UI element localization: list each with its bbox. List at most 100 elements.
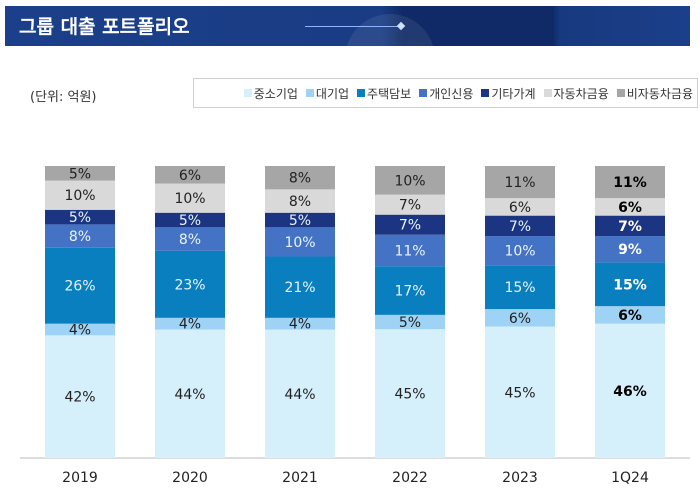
bar-segment bbox=[485, 198, 555, 216]
data-label: 6% bbox=[509, 311, 531, 327]
bar-segment bbox=[375, 314, 445, 330]
legend-label: 중소기업 bbox=[253, 86, 298, 101]
bar-segment bbox=[45, 180, 115, 210]
bar-segment bbox=[595, 236, 665, 263]
legend-swatch bbox=[419, 89, 428, 97]
data-label: 7% bbox=[618, 219, 642, 235]
bar-segment bbox=[595, 198, 665, 216]
data-label: 10% bbox=[504, 244, 535, 260]
data-label: 5% bbox=[69, 210, 91, 226]
data-label: 17% bbox=[394, 284, 425, 300]
bar-segment bbox=[265, 329, 335, 458]
legend-label: 개인신용 bbox=[429, 86, 474, 101]
data-label: 6% bbox=[179, 168, 201, 184]
bar-segment bbox=[265, 189, 335, 213]
bar-segment bbox=[45, 166, 115, 181]
legend-swatch bbox=[243, 89, 252, 97]
data-label: 10% bbox=[64, 188, 95, 204]
bar-segment bbox=[595, 166, 665, 199]
data-label: 45% bbox=[504, 385, 535, 401]
legend-swatch bbox=[543, 89, 552, 97]
bar-segment bbox=[45, 224, 115, 248]
legend-swatch bbox=[481, 89, 490, 97]
data-label: 7% bbox=[399, 198, 421, 214]
data-label: 5% bbox=[179, 213, 201, 229]
legend-label: 자동차금융 bbox=[553, 86, 609, 101]
bar-segment bbox=[265, 212, 335, 228]
legend-item: 중소기업 bbox=[243, 85, 298, 102]
bar-segment bbox=[595, 323, 665, 458]
bar-segment bbox=[155, 166, 225, 184]
data-label: 4% bbox=[69, 323, 91, 339]
data-label: 6% bbox=[618, 308, 642, 324]
data-label: 8% bbox=[69, 229, 91, 245]
bar-segment bbox=[45, 323, 115, 336]
bar-segment bbox=[265, 166, 335, 190]
legend-item: 개인신용 bbox=[419, 85, 473, 102]
bar-segment bbox=[155, 317, 225, 330]
bar-segment bbox=[45, 335, 115, 458]
x-tick-label: 2022 bbox=[392, 470, 428, 486]
data-label: 4% bbox=[179, 317, 201, 333]
x-tick-label: 2019 bbox=[62, 470, 98, 486]
bar-segment bbox=[45, 247, 115, 324]
bar-segment bbox=[265, 256, 335, 318]
data-label: 44% bbox=[174, 387, 205, 403]
legend-swatch bbox=[616, 89, 625, 97]
x-tick-label: 2021 bbox=[282, 470, 318, 486]
data-label: 8% bbox=[289, 171, 311, 187]
bar-segment bbox=[485, 215, 555, 237]
legend-swatch bbox=[357, 89, 366, 97]
data-label: 10% bbox=[284, 235, 315, 251]
legend-item: 대기업 bbox=[305, 85, 350, 102]
data-label: 5% bbox=[69, 166, 91, 182]
data-label: 4% bbox=[289, 317, 311, 333]
data-label: 11% bbox=[613, 175, 647, 191]
bar-segment bbox=[485, 236, 555, 266]
header-banner: 그룹 대출 포트폴리오 bbox=[5, 6, 690, 46]
legend-label: 기타가계 bbox=[491, 86, 536, 101]
data-label: 45% bbox=[394, 387, 425, 403]
data-label: 42% bbox=[64, 390, 95, 406]
bar-segment bbox=[595, 262, 665, 307]
bar-segment bbox=[375, 266, 445, 315]
bar-segment bbox=[45, 209, 115, 225]
bar-segment bbox=[485, 309, 555, 327]
x-tick-label: 2020 bbox=[172, 470, 208, 486]
data-label: 11% bbox=[504, 175, 535, 191]
data-label: 15% bbox=[504, 280, 535, 296]
data-label: 23% bbox=[174, 277, 205, 293]
bar-segment bbox=[155, 329, 225, 458]
x-tick-label: 1Q24 bbox=[611, 470, 649, 486]
data-label: 8% bbox=[179, 232, 201, 248]
bar-segment bbox=[155, 212, 225, 228]
bar-segment bbox=[265, 317, 335, 330]
data-label: 10% bbox=[394, 173, 425, 189]
decorative-line bbox=[305, 26, 400, 27]
bar-segment bbox=[485, 166, 555, 199]
bar-segment bbox=[375, 166, 445, 195]
data-label: 5% bbox=[399, 315, 421, 331]
data-label: 44% bbox=[284, 387, 315, 403]
legend-label: 대기업 bbox=[315, 86, 350, 101]
legend-label: 비자동차금융 bbox=[626, 86, 693, 101]
data-label: 21% bbox=[284, 280, 315, 296]
bar-segment bbox=[375, 214, 445, 235]
bar-segment bbox=[595, 215, 665, 237]
legend-swatch bbox=[305, 89, 314, 97]
data-label: 8% bbox=[289, 194, 311, 210]
data-label: 10% bbox=[174, 191, 205, 207]
data-label: 5% bbox=[289, 213, 311, 229]
bar-segment bbox=[265, 227, 335, 257]
bar-segment bbox=[375, 194, 445, 215]
chart-legend: 중소기업 대기업 주택담보 개인신용 기타가계 자동차금융 비자동차금융 bbox=[193, 78, 698, 108]
bar-segment bbox=[375, 329, 445, 458]
legend-item: 자동차금융 bbox=[543, 85, 609, 102]
data-label: 6% bbox=[509, 200, 531, 216]
legend-item: 비자동차금융 bbox=[616, 85, 693, 102]
legend-item: 주택담보 bbox=[357, 85, 411, 102]
x-tick-label: 2023 bbox=[502, 470, 538, 486]
bar-segment bbox=[155, 183, 225, 213]
data-label: 11% bbox=[394, 243, 425, 259]
